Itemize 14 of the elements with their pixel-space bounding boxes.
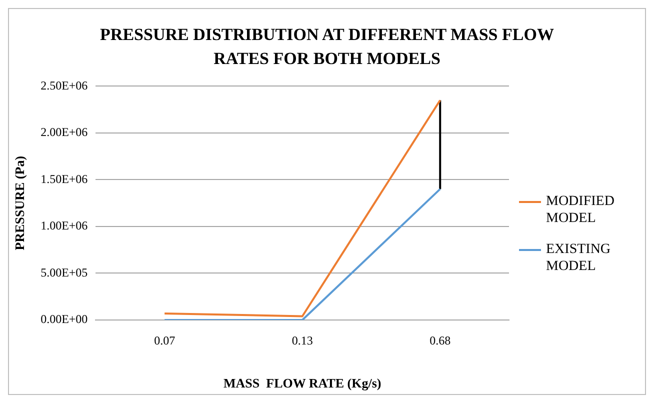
y-tick-label: 5.00E+05 (40, 265, 88, 280)
chart-title: PRESSURE DISTRIBUTION AT DIFFERENT MASS FLOW RATES FOR BOTH MODELS (99, 24, 555, 70)
x-tick-label: 0.07 (154, 333, 176, 348)
y-tick-label: 2.00E+06 (40, 125, 88, 140)
y-tick-label: 1.00E+06 (40, 218, 88, 233)
y-tick-label: 2.50E+06 (40, 78, 88, 92)
y-tick-label: 0.00E+00 (40, 312, 88, 326)
y-tick-label: 1.50E+06 (40, 172, 88, 186)
x-axis-title: MASS FLOW RATE (Kg/s) (223, 376, 382, 391)
x-tick-label: 0.13 (292, 333, 313, 348)
legend-label: MODIFIED MODEL (546, 192, 616, 226)
legend-label: EXISTING MODEL (546, 240, 612, 274)
y-axis-title: PRESSURE (Pa) (12, 156, 28, 250)
x-tick-label: 0.68 (430, 333, 451, 348)
